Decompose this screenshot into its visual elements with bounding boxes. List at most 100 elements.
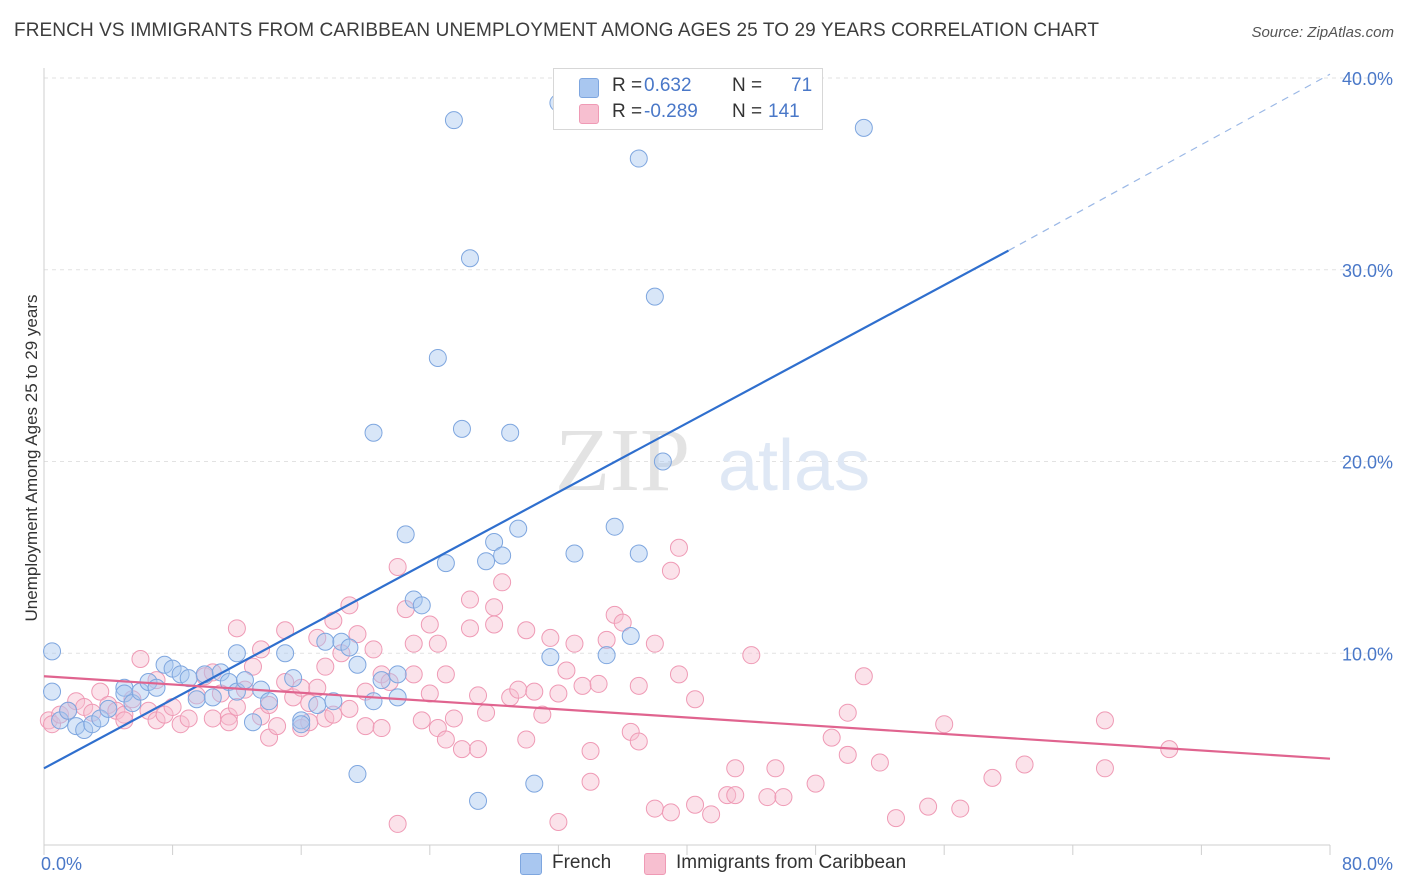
y-tick-label: 20.0% [1342, 453, 1393, 473]
caribbean-point [372, 719, 391, 738]
caribbean-point [436, 730, 455, 749]
caribbean-point [460, 590, 479, 609]
caribbean-point [517, 730, 536, 749]
french-point [260, 692, 279, 711]
caribbean-point [412, 711, 431, 730]
caribbean-point [951, 799, 970, 818]
caribbean-point [388, 814, 407, 833]
caribbean-point [589, 674, 608, 693]
y-tick-label: 30.0% [1342, 261, 1393, 281]
caribbean-point [686, 690, 705, 709]
french-point [653, 452, 672, 471]
caribbean-point [629, 732, 648, 751]
legend-swatch-french [579, 78, 599, 98]
legend-n-value: 141 [768, 101, 800, 122]
legend-r-value: 0.632 [644, 75, 692, 96]
series-label-french: French [552, 852, 612, 873]
watermark-atlas: atlas [718, 426, 870, 506]
caribbean-point [477, 703, 496, 722]
french-point [621, 626, 640, 645]
french-point [485, 533, 504, 552]
french-point [316, 632, 335, 651]
caribbean-point [758, 788, 777, 807]
caribbean-point [1015, 755, 1034, 774]
caribbean-point [227, 619, 246, 638]
french-point [348, 655, 367, 674]
french-point [243, 713, 262, 732]
caribbean-point [806, 774, 825, 793]
caribbean-point [870, 753, 889, 772]
legend-row-caribbean: R = -0.289 N = 141 [554, 101, 822, 127]
caribbean-point [629, 676, 648, 695]
caribbean-point [838, 745, 857, 764]
french-point [195, 665, 214, 684]
french-point [525, 774, 544, 793]
caribbean-point [645, 799, 664, 818]
caribbean-point [179, 709, 198, 728]
caribbean-point [91, 682, 110, 701]
caribbean-point [485, 615, 504, 634]
series-swatch-caribbean [644, 853, 666, 875]
french-point [43, 682, 62, 701]
french-point [340, 638, 359, 657]
caribbean-point [726, 759, 745, 778]
caribbean-point [324, 611, 343, 630]
caribbean-point [316, 657, 335, 676]
caribbean-point [260, 696, 279, 715]
caribbean-point [613, 613, 632, 632]
french-point [147, 678, 166, 697]
caribbean-point [509, 680, 528, 699]
french-point [412, 596, 431, 615]
french-point [469, 791, 488, 810]
caribbean-point [838, 703, 857, 722]
caribbean-point [766, 759, 785, 778]
french-point [43, 642, 62, 661]
french-point [444, 111, 463, 130]
french-trend-line [43, 249, 1010, 770]
caribbean-point [726, 786, 745, 805]
french-point [292, 715, 311, 734]
caribbean-point [557, 661, 576, 680]
caribbean-point [669, 665, 688, 684]
french-point [292, 711, 311, 730]
caribbean-point [356, 717, 375, 736]
french-point [187, 690, 206, 709]
caribbean-point [919, 797, 938, 816]
watermark: ZIP atlas [555, 411, 870, 510]
caribbean-point [469, 740, 488, 759]
french-point [235, 671, 254, 690]
caribbean-point [227, 697, 246, 716]
caribbean-point [983, 768, 1002, 787]
chart-title: FRENCH VS IMMIGRANTS FROM CARIBBEAN UNEM… [14, 20, 1100, 41]
caribbean-points [39, 538, 1179, 833]
french-point [541, 648, 560, 667]
french-point [597, 646, 616, 665]
caribbean-point [573, 676, 592, 695]
caribbean-point [549, 684, 568, 703]
french-point [501, 423, 520, 442]
french-point [460, 249, 479, 268]
legend-n-label: N = [732, 75, 763, 96]
french-point [436, 554, 455, 573]
caribbean-point [854, 667, 873, 686]
caribbean-point [219, 713, 238, 732]
legend-row-french: R = 0.632 N = 71 [554, 75, 822, 101]
caribbean-point [493, 573, 512, 592]
y-tick-label: 10.0% [1342, 644, 1393, 664]
caribbean-point [203, 709, 222, 728]
caribbean-point [645, 634, 664, 653]
caribbean-point [886, 809, 905, 828]
series-label-caribbean: Immigrants from Caribbean [676, 852, 907, 873]
caribbean-point [420, 684, 439, 703]
french-point [348, 765, 367, 784]
watermark-zip: ZIP [555, 411, 690, 510]
french-point [99, 699, 118, 718]
y-axis-label: Unemployment Among Ages 25 to 29 years [22, 295, 41, 622]
legend-n-value: 71 [791, 75, 813, 96]
legend-swatch-caribbean [579, 104, 599, 124]
caribbean-point [702, 805, 721, 824]
caribbean-point [541, 628, 560, 647]
caribbean-point [243, 657, 262, 676]
legend-r-label: R = [612, 75, 643, 96]
